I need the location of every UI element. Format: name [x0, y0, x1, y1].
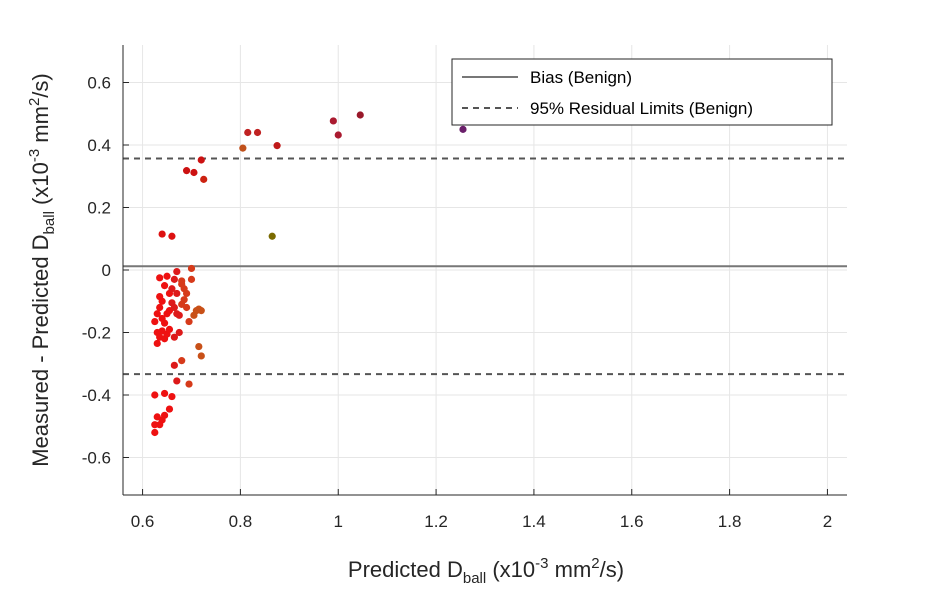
- data-point: [268, 232, 276, 240]
- data-point: [168, 285, 176, 293]
- data-point: [173, 289, 181, 298]
- data-point: [185, 317, 193, 326]
- data-point: [153, 339, 161, 348]
- x-tick-label: 0.8: [229, 512, 253, 531]
- y-axis-label-units-pre: (x10: [28, 162, 53, 211]
- x-tick-label: 1.4: [522, 512, 546, 531]
- data-points: [151, 111, 467, 437]
- data-point: [329, 117, 337, 125]
- x-axis-label-units-mid: mm: [549, 557, 592, 582]
- x-axis-label-exp2: 2: [591, 555, 599, 572]
- y-tick-label: -0.6: [82, 449, 111, 468]
- data-point: [170, 333, 178, 341]
- data-point: [190, 168, 198, 177]
- reference-lines: [123, 157, 847, 376]
- y-tick-label: 0.2: [87, 199, 111, 218]
- data-point: [239, 144, 247, 152]
- data-point: [182, 289, 191, 298]
- data-point: [151, 421, 159, 429]
- x-tick-label: 1.2: [424, 512, 448, 531]
- legend-label-limits: 95% Residual Limits (Benign): [530, 99, 753, 118]
- data-point: [178, 357, 186, 365]
- y-tick-label: -0.4: [82, 386, 111, 405]
- data-point: [156, 274, 164, 282]
- y-tick-label: 0: [102, 261, 111, 280]
- data-point: [197, 307, 205, 315]
- legend-label-bias: Bias (Benign): [530, 68, 632, 87]
- x-axis-label-exp: -3: [535, 555, 548, 572]
- y-tick-label: 0.4: [87, 136, 111, 155]
- data-point: [165, 325, 174, 333]
- data-point: [200, 175, 208, 183]
- axes: [122, 45, 847, 496]
- x-tick-label: 2: [823, 512, 832, 531]
- data-point: [253, 128, 262, 137]
- data-point: [175, 328, 183, 337]
- data-point: [173, 267, 181, 276]
- data-point: [187, 275, 196, 283]
- x-tick-label: 1.6: [620, 512, 644, 531]
- y-axis-label-units-mid: mm: [28, 106, 53, 149]
- data-point: [158, 230, 166, 238]
- data-point: [173, 377, 181, 385]
- data-point: [151, 317, 159, 326]
- data-point: [175, 311, 183, 319]
- data-point: [182, 303, 191, 312]
- y-axis-label-main: Measured - Predicted D: [28, 234, 53, 466]
- data-point: [160, 389, 169, 398]
- data-point: [180, 296, 188, 304]
- x-tick-label: 1.8: [718, 512, 742, 531]
- y-tick-label: 0.6: [87, 74, 111, 93]
- data-point: [273, 142, 281, 150]
- y-axis-label: Measured - Predicted Dball (x10-3 mm2/s): [26, 73, 58, 467]
- x-axis-label-units-post: /s): [600, 557, 624, 582]
- legend-box: [451, 58, 833, 126]
- x-axis-label-units-pre: (x10: [486, 557, 535, 582]
- data-point: [197, 156, 205, 164]
- x-axis-label-main: Predicted D: [348, 557, 463, 582]
- data-point: [168, 392, 176, 401]
- y-tick-label: -0.2: [82, 324, 111, 343]
- data-point: [165, 405, 174, 413]
- data-point: [334, 131, 342, 139]
- data-point: [158, 297, 166, 305]
- x-axis-label-sub: ball: [463, 570, 486, 587]
- y-axis-label-exp: -3: [26, 149, 43, 162]
- data-point: [197, 352, 205, 360]
- data-point: [182, 167, 191, 175]
- data-point: [190, 311, 198, 319]
- data-point: [187, 264, 196, 273]
- data-point: [356, 111, 364, 119]
- data-point: [459, 125, 467, 133]
- data-point: [170, 361, 178, 369]
- data-point: [160, 319, 169, 327]
- x-axis-label: Predicted Dball (x10-3 mm2/s): [348, 555, 624, 587]
- y-axis-label-exp2: 2: [26, 98, 43, 106]
- data-point: [195, 342, 203, 351]
- data-point: [160, 282, 169, 290]
- y-axis-label-sub: ball: [41, 211, 58, 234]
- data-point: [153, 310, 161, 318]
- data-point: [163, 272, 171, 280]
- tick-labels: 0.6 0.8 1 1.2 1.4 1.6 1.8 2 -0.6 -0.4 -0.2 0 0.2 0.4 0…: [82, 74, 832, 532]
- data-point: [178, 277, 186, 285]
- data-point: [170, 275, 178, 283]
- legend: Bias (Benign) 95% Residual Limits (Benig…: [451, 58, 833, 126]
- data-point: [170, 303, 178, 312]
- data-point: [156, 303, 164, 312]
- data-point: [244, 128, 252, 137]
- data-point: [168, 232, 176, 240]
- y-axis-label-units-post: /s): [28, 73, 53, 97]
- data-point: [151, 428, 159, 437]
- data-point: [151, 391, 159, 399]
- x-tick-label: 1: [334, 512, 343, 531]
- x-tick-label: 0.6: [131, 512, 155, 531]
- data-point: [185, 380, 193, 388]
